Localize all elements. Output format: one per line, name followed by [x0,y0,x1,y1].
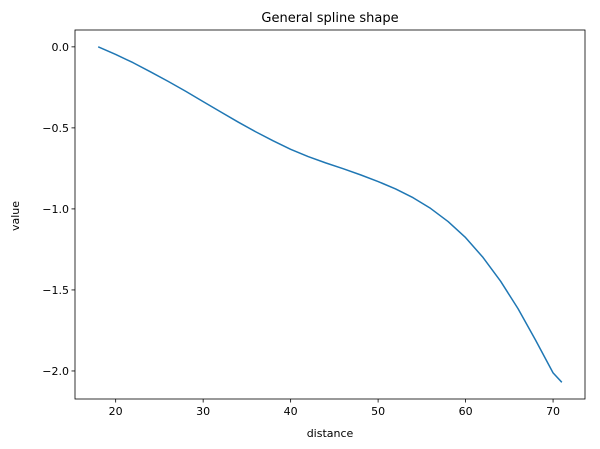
x-tick-label: 60 [459,405,473,418]
y-tick-label: 0.0 [52,41,70,54]
y-tick-label: −0.5 [42,122,69,135]
y-tick-label: −1.5 [42,284,69,297]
x-tick-label: 50 [371,405,385,418]
plot-frame [74,29,586,400]
y-tick-label: −1.0 [42,203,69,216]
x-axis-label: distance [307,427,354,440]
y-axis-label: value [9,201,22,231]
y-tick-label: −2.0 [42,365,69,378]
x-tick-label: 40 [284,405,298,418]
plot-area: 20 30 40 50 60 70 0.0 −0.5 −1.0 −1.5 −2.0 [42,29,586,418]
chart-title: General spline shape [261,11,398,26]
x-tick-label: 20 [109,405,123,418]
x-tick-label: 70 [546,405,560,418]
series-line-0 [97,46,563,383]
x-tick-label: 30 [196,405,210,418]
